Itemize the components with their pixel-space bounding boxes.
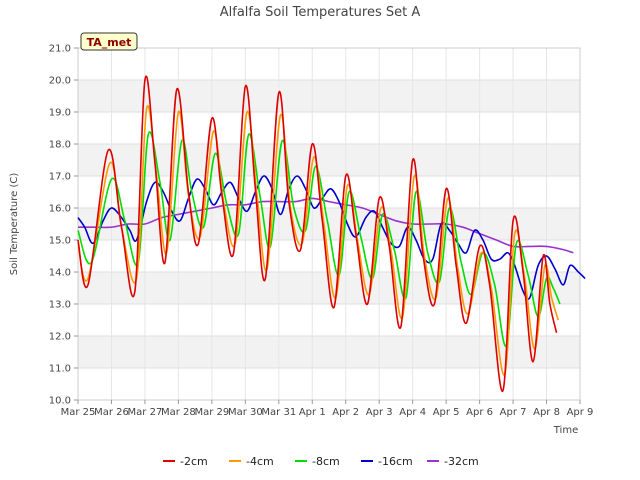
background-band — [78, 336, 580, 368]
y-tick-label: 11.0 — [49, 364, 71, 375]
x-tick-label: Apr 3 — [366, 407, 393, 418]
legend-label: -4cm — [246, 455, 274, 468]
legend-item: -32cm — [427, 455, 479, 468]
y-axis-label: Soil Temperature (C) — [9, 173, 20, 276]
y-tick-label: 15.0 — [49, 236, 71, 247]
legend-item: -16cm — [361, 455, 413, 468]
x-tick-label: Apr 5 — [433, 407, 460, 418]
plot-frame — [77, 47, 581, 401]
y-tick-label: 13.0 — [49, 300, 71, 311]
x-tick-label: Mar 30 — [228, 407, 263, 418]
background-band — [78, 80, 580, 112]
legend-item: -8cm — [295, 455, 340, 468]
series-line-32cm — [78, 197, 574, 254]
x-tick-label: Apr 9 — [567, 407, 594, 418]
chart-title: Alfalfa Soil Temperatures Set A — [220, 5, 421, 20]
badge-box — [80, 32, 138, 51]
ta-met-badge: TA_met — [80, 32, 138, 51]
series-line-8cm — [77, 131, 561, 347]
series-lines — [77, 75, 586, 392]
x-tick-label: Mar 29 — [194, 407, 229, 418]
badge-label: TA_met — [87, 36, 132, 49]
background-band — [78, 208, 580, 240]
legend-label: -16cm — [378, 455, 413, 468]
x-tick-label: Mar 26 — [94, 407, 129, 418]
x-tick-label: Apr 8 — [533, 407, 560, 418]
legend-label: -8cm — [312, 455, 340, 468]
series-line-16cm — [77, 175, 586, 300]
x-tick-label: Apr 2 — [332, 407, 359, 418]
y-tick-label: 16.0 — [49, 204, 71, 215]
x-tick-label: Apr 1 — [299, 407, 326, 418]
legend-item: -2cm — [163, 455, 208, 468]
y-tick-label: 21.0 — [49, 44, 71, 55]
y-tick-label: 14.0 — [49, 268, 71, 279]
y-tick-label: 20.0 — [49, 76, 71, 87]
legend-item: -4cm — [229, 455, 274, 468]
y-tick-label: 19.0 — [49, 108, 71, 119]
x-axis-label: Time — [553, 425, 578, 436]
y-tick-label: 17.0 — [49, 172, 71, 183]
y-tick-label: 18.0 — [49, 140, 71, 151]
legend-label: -32cm — [444, 455, 479, 468]
y-axis: 10.0 11.0 12.0 13.0 14.0 15.0 16.0 17.0 18.0 19.0… — [49, 44, 78, 407]
background-band — [78, 144, 580, 176]
plot-background — [78, 48, 580, 400]
x-tick-label: Apr 7 — [500, 407, 527, 418]
y-tick-label: 12.0 — [49, 332, 71, 343]
x-tick-label: Mar 25 — [61, 407, 96, 418]
y-tick-label: 10.0 — [49, 396, 71, 407]
x-tick-label: Apr 4 — [399, 407, 426, 418]
x-tick-label: Mar 31 — [261, 407, 296, 418]
series-line-2cm — [77, 75, 558, 392]
x-tick-label: Apr 6 — [466, 407, 493, 418]
x-tick-label: Mar 27 — [128, 407, 163, 418]
legend: -2cm -4cm -8cm -16cm -32cm — [163, 455, 479, 468]
x-tick-label: Mar 28 — [161, 407, 196, 418]
legend-label: -2cm — [180, 455, 208, 468]
